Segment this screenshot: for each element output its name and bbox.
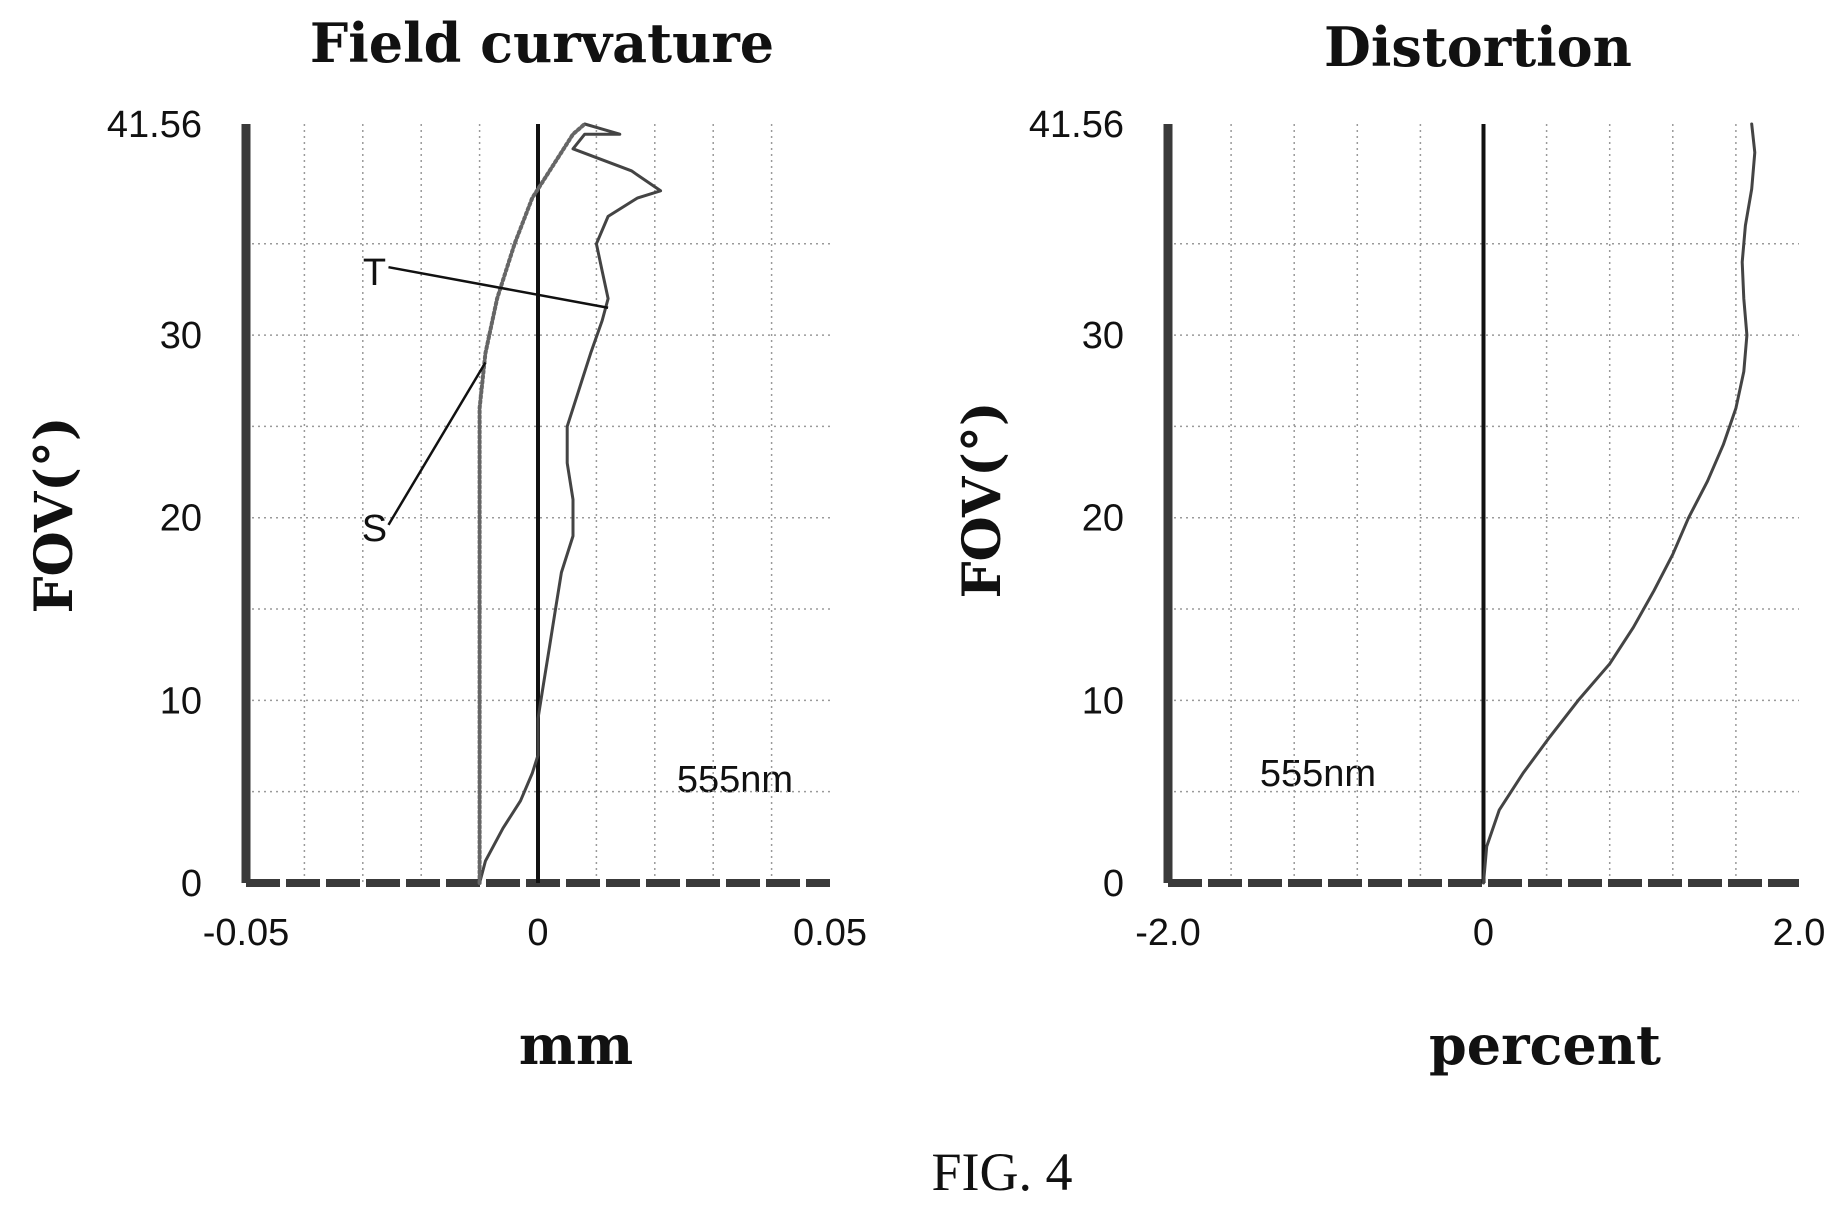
y-tick-label: 41.56: [1029, 104, 1124, 146]
x-tick-label: -2.0: [1135, 912, 1200, 954]
annotation-label: S: [362, 508, 387, 550]
x-tick-label: -0.05: [203, 912, 290, 954]
y-tick-label: 30: [160, 315, 202, 357]
annotation-label: T: [363, 252, 386, 294]
annotation-leader-line: [387, 361, 487, 526]
x-tick-label: 0.05: [793, 912, 867, 954]
y-tick-label: 0: [1103, 863, 1124, 905]
wavelength-label: 555nm: [677, 759, 793, 801]
distortion-chart: Distortion FOV(°) percent 555nm -2.0 0 2.0…: [952, 15, 1825, 1077]
field-curvature-chart: Field curvature FOV(°) mm 555nm -0.05 0 0.…: [24, 11, 867, 1077]
annotation-leader-line: [388, 265, 609, 309]
y-tick-label: 41.56: [107, 104, 202, 146]
x-axis-label: percent: [1429, 1013, 1661, 1077]
x-tick-labels: -0.05 0 0.05: [203, 912, 867, 954]
wavelength-label: 555nm: [1260, 753, 1376, 795]
series: [477, 122, 663, 885]
x-tick-label: 0: [527, 912, 548, 954]
grid: [246, 124, 830, 883]
x-tick-label: 0: [1473, 912, 1494, 954]
figure-caption: FIG. 4: [931, 1142, 1072, 1202]
series-line: [1482, 122, 1757, 885]
y-tick-label: 10: [1082, 680, 1124, 722]
y-tick-label: 20: [160, 498, 202, 540]
y-axis-label: FOV(°): [952, 402, 1013, 599]
y-tick-label: 20: [1082, 498, 1124, 540]
series-line: [477, 122, 587, 885]
y-axis-label: FOV(°): [24, 417, 85, 614]
annotations: TS: [362, 252, 609, 550]
chart-title: Field curvature: [310, 11, 774, 75]
y-tick-label: 30: [1082, 315, 1124, 357]
series-line: [478, 122, 663, 885]
y-tick-label: 0: [181, 863, 202, 905]
axes: [1163, 124, 1799, 887]
y-tick-label: 10: [160, 680, 202, 722]
x-tick-labels: -2.0 0 2.0: [1135, 912, 1825, 954]
y-tick-labels: 0 10 20 30 41.56: [107, 104, 202, 905]
series: [1482, 122, 1757, 885]
x-axis-label: mm: [519, 1013, 633, 1077]
y-tick-labels: 0 10 20 30 41.56: [1029, 104, 1124, 905]
chart-title: Distortion: [1324, 15, 1632, 79]
x-tick-label: 2.0: [1773, 912, 1826, 954]
grid: [1168, 124, 1799, 883]
